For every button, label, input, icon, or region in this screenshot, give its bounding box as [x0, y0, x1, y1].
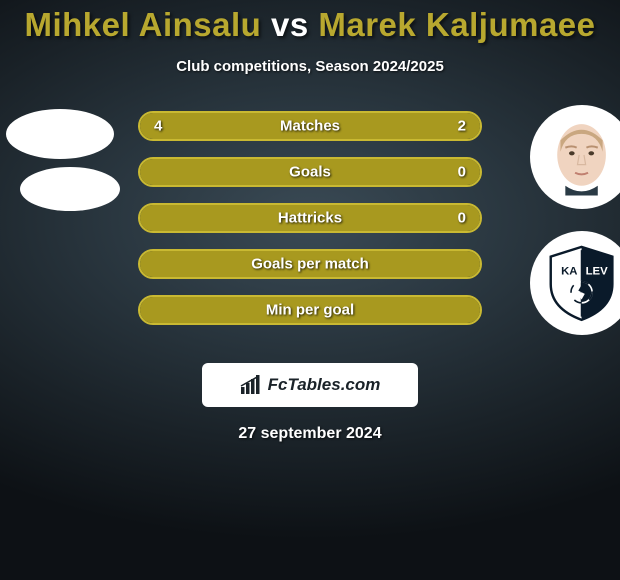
stat-value-right: 0: [458, 164, 466, 181]
page-title: Mihkel Ainsalu vs Marek Kaljumaee: [0, 0, 620, 44]
title-player1: Mihkel Ainsalu: [24, 6, 261, 43]
stats-area: KA LEV Matches42Goals0Hattricks0Goals pe…: [0, 111, 620, 351]
stat-value-right: 0: [458, 210, 466, 227]
stat-row: Goals0: [138, 157, 482, 187]
svg-text:KA: KA: [562, 266, 578, 278]
club-badge: KA LEV: [530, 231, 620, 335]
stat-row: Min per goal: [138, 295, 482, 325]
stat-row: Matches42: [138, 111, 482, 141]
title-vs: vs: [271, 6, 309, 43]
bar-fill-left: [140, 205, 480, 231]
date-text: 27 september 2024: [0, 425, 620, 443]
subtitle: Club competitions, Season 2024/2025: [0, 58, 620, 75]
bar-fill-left: [140, 159, 480, 185]
content-wrapper: Mihkel Ainsalu vs Marek Kaljumaee Club c…: [0, 0, 620, 580]
logo-text: FcTables.com: [268, 375, 381, 395]
title-player2: Marek Kaljumaee: [318, 6, 595, 43]
bar-fill-left: [140, 113, 366, 139]
stat-bars: Matches42Goals0Hattricks0Goals per match…: [138, 111, 482, 341]
stat-row: Goals per match: [138, 249, 482, 279]
player2-avatar: [530, 105, 620, 209]
player1-avatar-placeholder-1: [6, 109, 114, 159]
stat-row: Hattricks0: [138, 203, 482, 233]
stat-value-left: 4: [154, 118, 162, 135]
fctables-logo: FcTables.com: [202, 363, 418, 407]
svg-text:LEV: LEV: [586, 266, 608, 278]
shield-badge-icon: KA LEV: [541, 242, 620, 323]
bar-fill-left: [140, 297, 480, 323]
stat-value-right: 2: [458, 118, 466, 135]
face-icon: [541, 116, 620, 197]
chart-bars-icon: [240, 375, 262, 395]
player1-avatar-placeholder-2: [20, 167, 120, 211]
bar-fill-left: [140, 251, 480, 277]
